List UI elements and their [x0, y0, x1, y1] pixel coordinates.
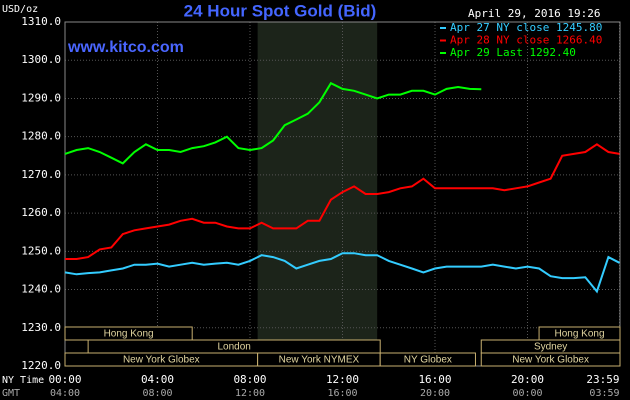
x-axis-label: NY Time [2, 375, 44, 386]
x-tick-label: 12:00 [326, 373, 359, 386]
session-label: Hong Kong [104, 329, 154, 340]
x-tick-label: 23:59 [586, 373, 619, 386]
chart-title: 24 Hour Spot Gold (Bid) [184, 1, 377, 20]
y-tick-label: 1250.0 [21, 244, 61, 257]
session-box [480, 352, 621, 367]
session-label: New York NYMEX [279, 355, 360, 366]
session-label: NY Globex [404, 355, 452, 366]
y-tick-label: 1280.0 [21, 130, 61, 143]
x2-tick-label: 03:59 [589, 388, 619, 399]
x2-axis-label: GMT [2, 388, 20, 399]
watermark: www.kitco.com [67, 39, 184, 56]
session-label: Sydney [534, 342, 567, 353]
x-tick-label: 08:00 [233, 373, 266, 386]
x-tick-label: 04:00 [141, 373, 174, 386]
session-box [379, 352, 476, 367]
series-line [65, 143, 620, 260]
series-line [64, 81, 482, 165]
legend-label: Apr 27 NY close 1245.80 [450, 21, 602, 34]
x-tick-label: 16:00 [418, 373, 451, 386]
x-tick-label: 00:00 [48, 373, 81, 386]
y-tick-label: 1310.0 [21, 15, 61, 28]
session-label: New York Globex [123, 355, 200, 366]
x2-tick-label: 08:00 [142, 388, 172, 399]
session-label: New York Globex [512, 355, 589, 366]
chart-subtitle: April 29, 2016 19:26 [468, 7, 600, 20]
y-tick-label: 1290.0 [21, 91, 61, 104]
x2-tick-label: 00:00 [512, 388, 542, 399]
y-tick-label: 1230.0 [21, 321, 61, 334]
x2-tick-label: 16:00 [327, 388, 357, 399]
legend-label: Apr 29 Last 1292.40 [450, 46, 576, 59]
x-tick-label: 20:00 [511, 373, 544, 386]
x2-tick-label: 20:00 [420, 388, 450, 399]
y-tick-label: 1260.0 [21, 206, 61, 219]
x2-tick-label: 04:00 [50, 388, 80, 399]
legend-label: Apr 28 NY close 1266.40 [450, 34, 602, 47]
y-axis-label: USD/oz [2, 4, 38, 15]
y-tick-label: 1300.0 [21, 53, 61, 66]
y-tick-label: 1240.0 [21, 283, 61, 296]
series-line [64, 252, 620, 294]
x2-tick-label: 12:00 [235, 388, 265, 399]
session-label: Hong Kong [555, 329, 605, 340]
y-tick-label: 1220.0 [21, 359, 61, 372]
session-label: London [217, 342, 250, 353]
shaded-region [257, 22, 378, 366]
y-tick-label: 1270.0 [21, 168, 61, 181]
